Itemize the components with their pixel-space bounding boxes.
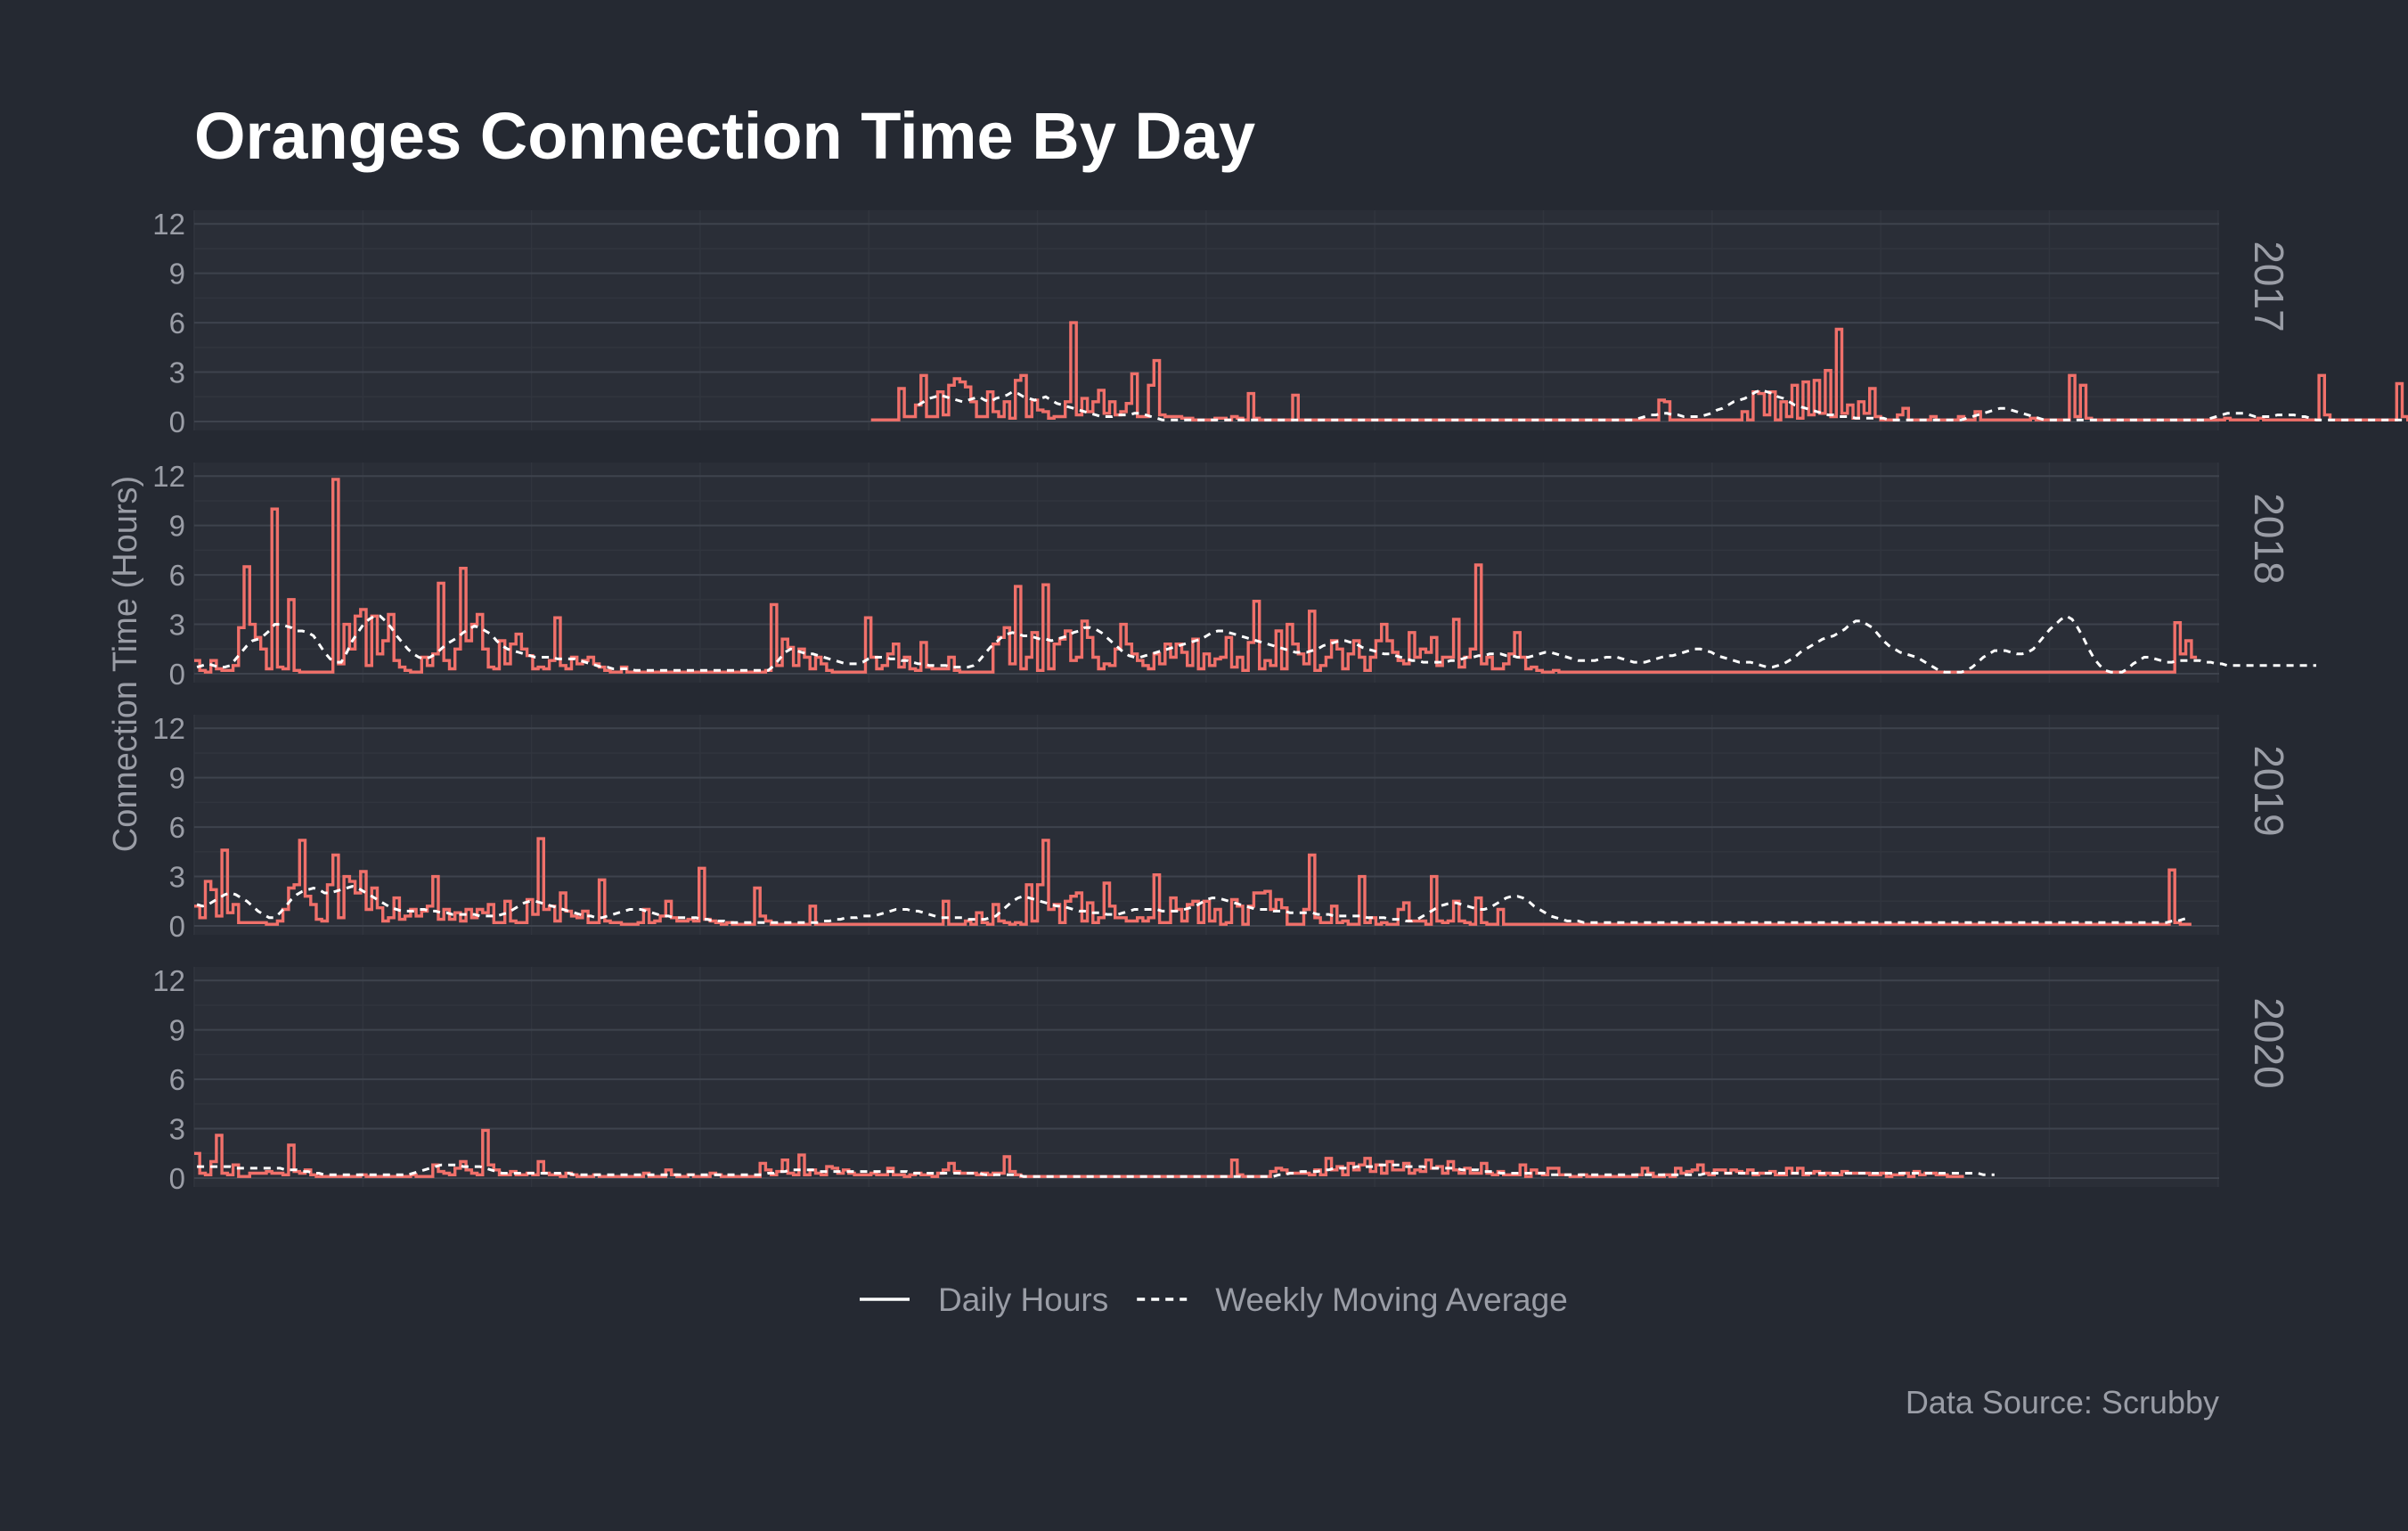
- legend: Daily Hours Weekly Moving Average: [860, 1281, 1568, 1318]
- y-tick-label: 9: [169, 762, 185, 795]
- y-tick-label: 0: [169, 658, 185, 691]
- moving-average-line-2018: [196, 614, 2316, 674]
- legend-label: Daily Hours: [938, 1281, 1108, 1318]
- facet-panel-2020: 0 3 6 9 12 2020: [152, 964, 2292, 1195]
- y-tick-label: 9: [169, 258, 185, 291]
- facet-panel-2018: 0 3 6 9 12 2018: [152, 460, 2316, 691]
- y-tick-label: 3: [169, 609, 185, 642]
- facet-panel-2019: 0 3 6 9 12 2019: [152, 712, 2292, 943]
- facet-panel-2017: 0 3 6 9 12 2017: [152, 208, 2408, 438]
- daily-hours-line-2018: [194, 478, 2198, 674]
- y-tick-label: 6: [169, 559, 185, 592]
- y-tick-label: 6: [169, 811, 185, 844]
- y-tick-label: 3: [169, 861, 185, 894]
- legend-item: Weekly Moving Average: [1137, 1281, 1568, 1318]
- facet-label-2017: 2017: [2246, 241, 2292, 332]
- y-tick-label: 0: [169, 910, 185, 943]
- y-tick-label: 9: [169, 510, 185, 543]
- facet-label-2019: 2019: [2246, 745, 2292, 836]
- y-tick-label: 12: [152, 208, 185, 241]
- y-tick-label: 12: [152, 964, 185, 997]
- y-tick-label: 6: [169, 1063, 185, 1096]
- daily-hours-line-2017: [870, 321, 2408, 422]
- y-tick-label: 3: [169, 1113, 185, 1146]
- facet-panels: 0 3 6 9 12 2017 0 3 6 9 12 2018 0 3 6 9 12 2019 0 3 6 9 12 2020: [152, 208, 2408, 1195]
- y-tick-label: 3: [169, 356, 185, 389]
- moving-average-line-2019: [196, 885, 2190, 924]
- legend-label: Weekly Moving Average: [1215, 1281, 1568, 1318]
- y-tick-label: 6: [169, 307, 185, 340]
- moving-average-line-2017: [917, 389, 2408, 422]
- y-axis-label: Connection Time (Hours): [107, 476, 144, 852]
- y-tick-label: 9: [169, 1014, 185, 1047]
- legend-item: Daily Hours: [860, 1281, 1108, 1318]
- caption: Data Source: Scrubby: [1906, 1384, 2219, 1420]
- facet-label-2018: 2018: [2246, 493, 2292, 584]
- y-tick-label: 0: [169, 405, 185, 438]
- facet-label-2020: 2020: [2246, 997, 2292, 1088]
- y-tick-label: 12: [152, 712, 185, 745]
- chart-title: Oranges Connection Time By Day: [194, 99, 1255, 173]
- y-tick-label: 0: [169, 1162, 185, 1195]
- y-tick-label: 12: [152, 460, 185, 493]
